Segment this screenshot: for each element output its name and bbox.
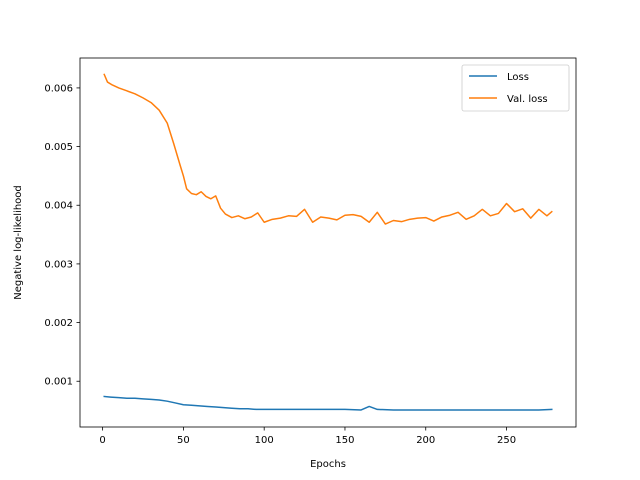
x-tick-label: 100 — [255, 435, 274, 446]
x-tick-label: 150 — [335, 435, 354, 446]
x-tick-label: 50 — [177, 435, 190, 446]
plot-area — [80, 58, 576, 427]
y-tick-label: 0.002 — [44, 318, 73, 329]
y-tick-label: 0.005 — [44, 142, 73, 153]
x-tick-label: 200 — [416, 435, 435, 446]
plot-frame — [79, 57, 577, 428]
series-line-loss — [103, 395, 553, 411]
y-tick-label: 0.001 — [44, 377, 73, 388]
y-tick-label: 0.004 — [44, 201, 73, 212]
y-tick-label: 0.006 — [44, 83, 73, 94]
x-axis: 0 50 100 150 200 250 — [99, 427, 516, 446]
x-axis-label: Epochs — [310, 459, 346, 470]
legend-label-val-loss: Val. loss — [507, 94, 548, 105]
y-axis: 0.001 0.002 0.003 0.004 0.005 0.006 — [44, 83, 80, 388]
y-axis-label: Negative log-likelihood — [13, 185, 24, 300]
x-tick-label: 0 — [99, 435, 105, 446]
y-tick-label: 0.003 — [44, 259, 73, 270]
series-line-val-loss — [103, 73, 553, 225]
x-tick-label: 250 — [497, 435, 516, 446]
series-layer — [103, 73, 553, 411]
legend-label-loss: Loss — [507, 72, 529, 83]
legend: Loss Val. loss — [461, 64, 570, 112]
